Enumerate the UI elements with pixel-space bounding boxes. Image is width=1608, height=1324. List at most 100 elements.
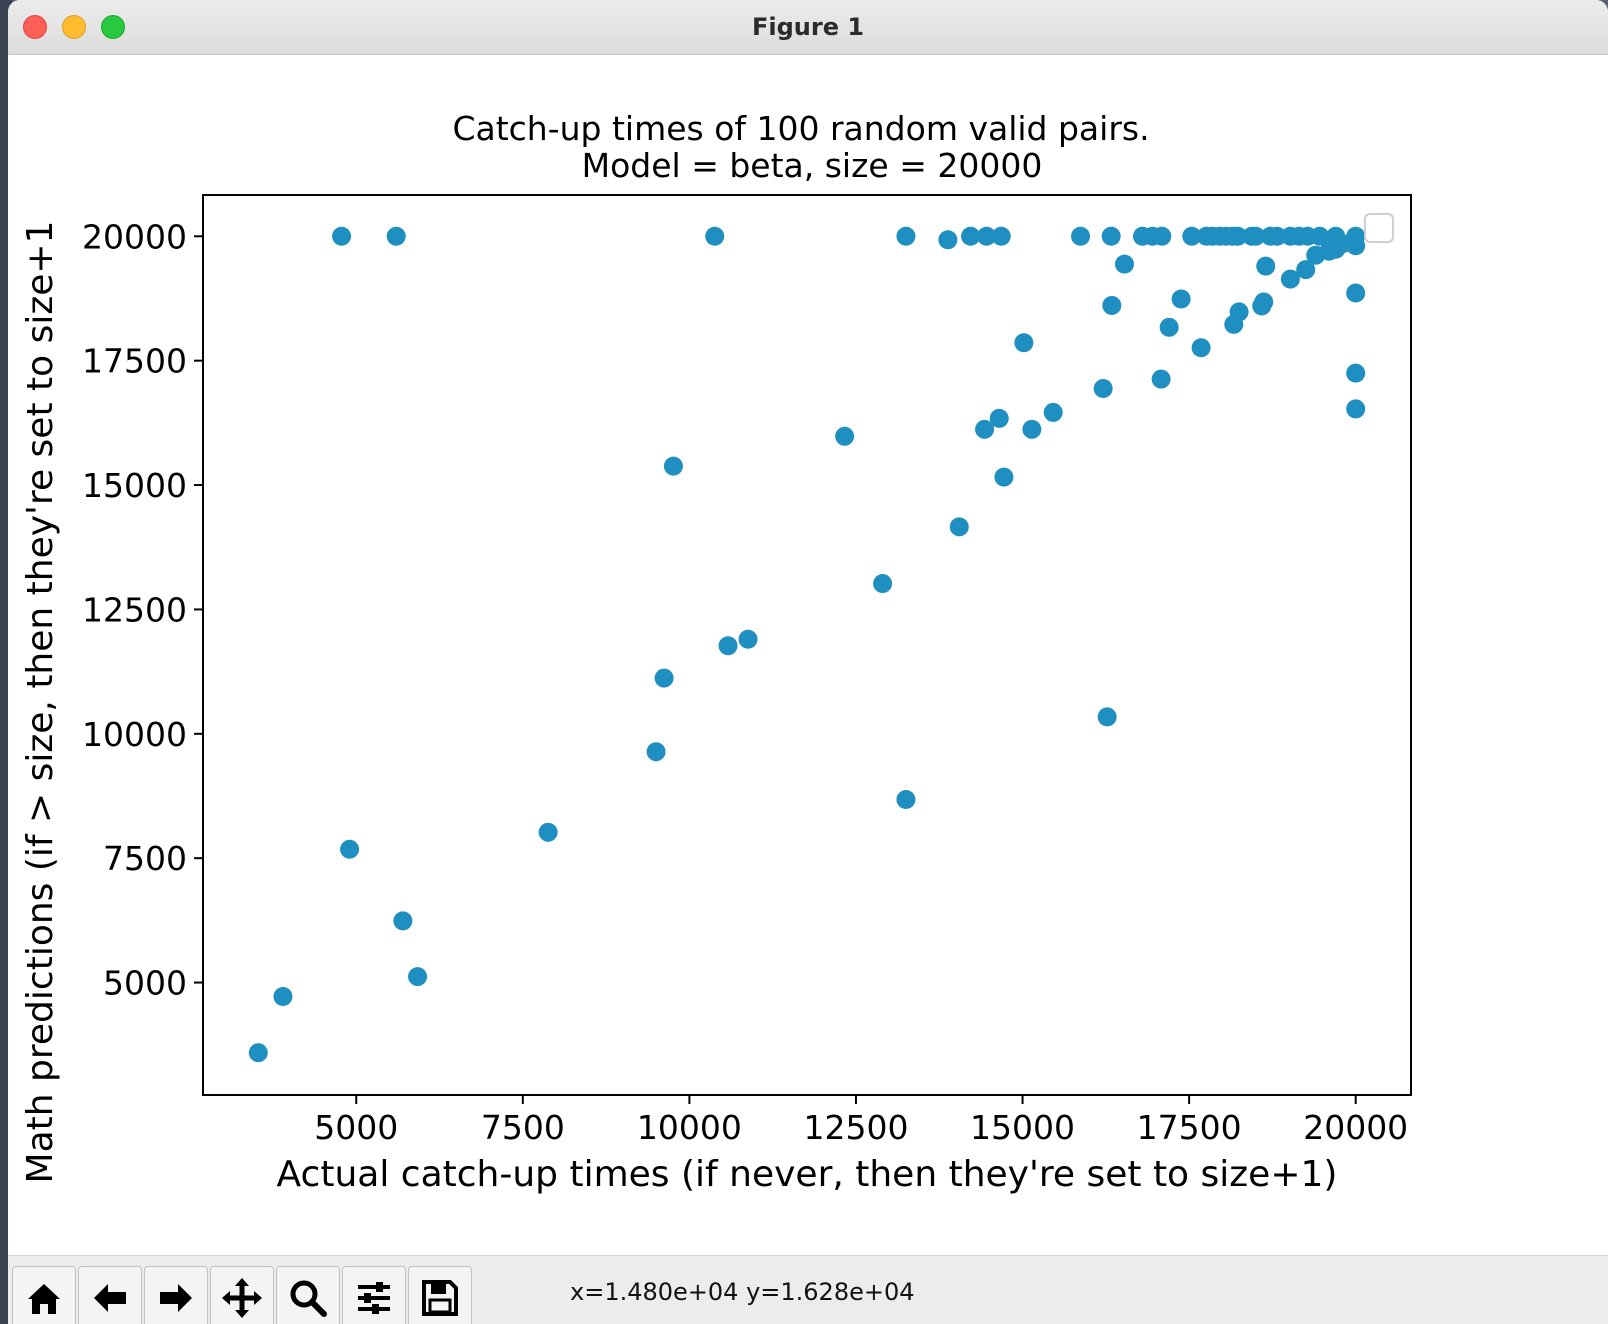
minimize-button[interactable] (62, 15, 86, 39)
scatter-point (949, 517, 969, 537)
scatter-points (248, 226, 1366, 1063)
y-tick-label: 10000 (82, 715, 187, 754)
x-tick-label: 10000 (637, 1108, 742, 1147)
scatter-point (1346, 283, 1366, 303)
save-icon (422, 1280, 458, 1316)
scatter-point (1228, 226, 1248, 246)
x-tick-label: 5000 (314, 1108, 398, 1147)
scatter-point (1326, 226, 1346, 246)
scatter-point (718, 636, 738, 656)
scatter-point (1280, 269, 1300, 289)
scatter-point (1246, 226, 1266, 246)
y-tick-label: 17500 (82, 342, 187, 381)
scatter-point (873, 574, 893, 594)
scatter-point (1152, 226, 1172, 246)
scatter-point (896, 226, 916, 246)
y-tick-label: 7500 (103, 839, 187, 878)
scatter-point (1014, 333, 1034, 353)
x-tick-label: 17500 (1137, 1108, 1242, 1147)
sliders-icon (358, 1282, 390, 1314)
y-tick-label: 5000 (103, 964, 187, 1003)
home-button[interactable] (12, 1266, 76, 1324)
y-axis-label: Math predictions (if > size, then they'r… (20, 221, 61, 1184)
figure-window: Figure 1 Catch-up times of 100 random va… (8, 0, 1608, 1324)
x-tick-label: 15000 (970, 1108, 1075, 1147)
scatter-point (1097, 707, 1117, 727)
scatter-point (896, 789, 916, 809)
scatter-point (1256, 256, 1276, 276)
scatter-point (408, 967, 428, 987)
scatter-point (1151, 369, 1171, 389)
scatter-point (332, 226, 352, 246)
scatter-point (738, 629, 758, 649)
scatter-point (705, 226, 725, 246)
arrow-right-icon (160, 1284, 192, 1312)
scatter-point (1267, 226, 1287, 246)
scatter-point (340, 839, 360, 859)
scatter-point (1182, 226, 1202, 246)
scatter-point (1071, 226, 1091, 246)
scatter-point (1346, 363, 1366, 383)
scatter-point (1102, 295, 1122, 315)
save-button[interactable] (408, 1266, 472, 1324)
zoom-button[interactable] (101, 15, 125, 39)
close-button[interactable] (23, 15, 47, 39)
scatter-point (989, 408, 1009, 428)
scatter-point (273, 986, 293, 1006)
title-bar: Figure 1 (8, 0, 1608, 55)
scatter-point (1171, 289, 1191, 309)
figure-canvas[interactable]: Catch-up times of 100 random valid pairs… (8, 55, 1608, 1255)
chart-title: Catch-up times of 100 random valid pairs… (452, 109, 1149, 148)
scatter-point (1093, 379, 1113, 399)
scatter-point (1346, 399, 1366, 419)
x-axis: 5000 7500 10000 12500 15000 17500 20000 (314, 1095, 1408, 1147)
cursor-coordinates: x=1.480e+04 y=1.628e+04 (570, 1278, 915, 1306)
move-icon (222, 1278, 262, 1318)
scatter-point (1114, 254, 1134, 274)
scatter-point (654, 668, 674, 688)
y-tick-label: 20000 (82, 217, 187, 256)
scatter-point (1296, 260, 1316, 280)
y-tick-label: 12500 (82, 590, 187, 629)
scatter-point (1254, 292, 1274, 312)
scatter-point (938, 230, 958, 250)
scatter-point (663, 456, 683, 476)
y-axis: 5000 7500 10000 12500 15000 17500 20000 (82, 217, 203, 1003)
scatter-point (386, 226, 406, 246)
arrow-left-icon (94, 1284, 126, 1312)
forward-button[interactable] (144, 1266, 208, 1324)
scatter-point (977, 226, 997, 246)
scatter-point (1159, 317, 1179, 337)
configure-subplots-button[interactable] (342, 1266, 406, 1324)
scatter-point (1191, 338, 1211, 358)
scatter-point (961, 226, 981, 246)
zoom-icon (290, 1280, 327, 1317)
scatter-point (1229, 302, 1249, 322)
scatter-point (393, 911, 413, 931)
back-button[interactable] (78, 1266, 142, 1324)
x-tick-label: 20000 (1303, 1108, 1408, 1147)
scatter-point (835, 426, 855, 446)
scatter-point (248, 1043, 268, 1063)
scatter-point (538, 822, 558, 842)
scatter-point (1346, 226, 1366, 246)
home-icon (28, 1284, 60, 1314)
chart-subtitle: Model = beta, size = 20000 (582, 146, 1043, 185)
legend-box (1364, 213, 1394, 243)
x-tick-label: 7500 (481, 1108, 565, 1147)
scatter-point (1043, 402, 1063, 422)
scatter-point (975, 419, 995, 439)
scatter-point (994, 467, 1014, 487)
window-title: Figure 1 (751, 13, 865, 41)
scatter-point (1022, 419, 1042, 439)
pan-button[interactable] (210, 1266, 274, 1324)
x-axis-label: Actual catch-up times (if never, then th… (277, 1154, 1338, 1195)
scatter-point (1101, 226, 1121, 246)
scatter-point (1310, 226, 1330, 246)
y-tick-label: 15000 (82, 466, 187, 505)
x-tick-label: 12500 (803, 1108, 908, 1147)
zoom-button-tool[interactable] (276, 1266, 340, 1324)
scatter-point (991, 226, 1011, 246)
navigation-toolbar: x=1.480e+04 y=1.628e+04 (8, 1255, 1608, 1324)
scatter-point (646, 742, 666, 762)
